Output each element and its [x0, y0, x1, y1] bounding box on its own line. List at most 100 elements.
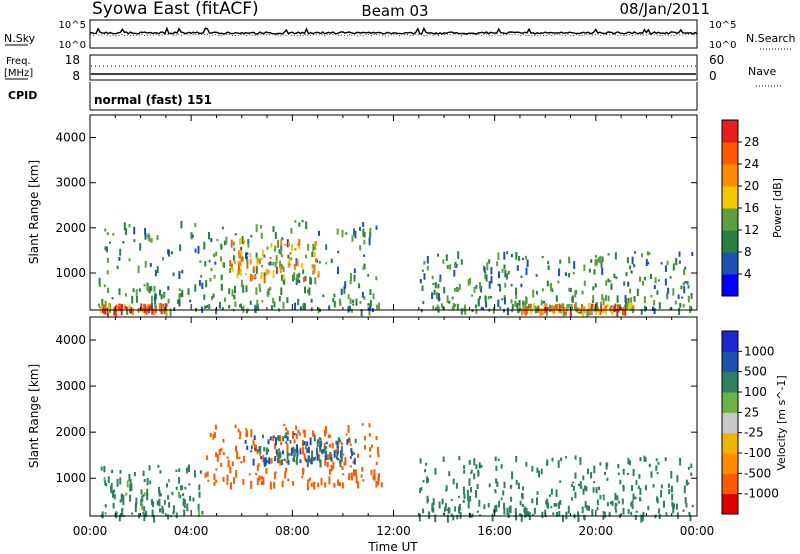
heatmap-cell	[515, 287, 518, 296]
heatmap-cell	[179, 494, 182, 499]
heatmap-cell	[158, 498, 161, 507]
heatmap-cell	[306, 448, 309, 453]
heatmap-cell	[360, 309, 363, 317]
heatmap-cell	[359, 300, 362, 304]
heatmap-cell	[310, 482, 313, 487]
heatmap-cell	[600, 305, 603, 313]
heatmap-cell	[128, 223, 131, 228]
heatmap-cell	[632, 468, 635, 477]
heatmap-cell	[545, 500, 548, 505]
heatmap-cell	[146, 285, 149, 292]
heatmap-cell	[272, 262, 275, 266]
heatmap-cell	[593, 269, 596, 275]
heatmap-cell	[198, 279, 201, 286]
heatmap-cell	[286, 430, 289, 435]
heatmap-cell	[432, 305, 435, 311]
heatmap-cell	[144, 510, 147, 517]
heatmap-cell	[103, 476, 106, 482]
power-colorbar: 28 24 20 16 12 8 4 Power [dB]	[721, 119, 784, 297]
heatmap-cell	[648, 252, 651, 255]
heatmap-cell	[605, 305, 607, 311]
colorbar-tick-label: -25	[744, 426, 764, 440]
heatmap-cell	[497, 283, 500, 287]
heatmap-cell	[647, 261, 650, 265]
heatmap-cell	[500, 464, 503, 469]
heatmap-cell	[369, 304, 372, 311]
heatmap-cell	[617, 305, 620, 308]
heatmap-cell	[548, 306, 551, 309]
noise-search-trace	[89, 33, 698, 37]
heatmap-cell	[119, 470, 122, 474]
heatmap-cell	[300, 306, 302, 310]
heatmap-cell	[143, 479, 146, 482]
heatmap-cell	[510, 484, 513, 488]
heatmap-cell	[423, 273, 426, 280]
heatmap-cell	[487, 296, 490, 300]
heatmap-cell	[363, 239, 366, 245]
heatmap-cell	[478, 462, 481, 469]
heatmap-cell	[463, 465, 466, 470]
heatmap-cell	[617, 464, 620, 469]
heatmap-cell	[128, 473, 131, 482]
heatmap-cell	[231, 289, 234, 297]
heatmap-cell	[506, 251, 509, 255]
heatmap-cell	[342, 453, 345, 456]
heatmap-cell	[238, 456, 241, 459]
heatmap-cell	[171, 251, 173, 255]
heatmap-cell	[301, 475, 304, 479]
heatmap-cell	[157, 464, 160, 468]
heatmap-cell	[135, 289, 138, 296]
heatmap-cell	[648, 463, 651, 468]
heatmap-cell	[627, 297, 630, 306]
heatmap-cell	[104, 306, 107, 310]
heatmap-cell	[294, 220, 297, 223]
heatmap-cell	[664, 265, 667, 272]
heatmap-cell	[316, 456, 319, 461]
heatmap-cell	[615, 509, 618, 513]
heatmap-cell	[506, 307, 509, 316]
heatmap-cell	[181, 269, 184, 274]
heatmap-cell	[354, 469, 357, 477]
heatmap-cell	[591, 509, 594, 517]
heatmap-cell	[445, 254, 448, 261]
heatmap-cell	[501, 298, 504, 301]
colorbar-block	[722, 274, 738, 297]
heatmap-cell	[420, 308, 423, 313]
heatmap-cell	[632, 493, 635, 500]
heatmap-cell	[452, 478, 455, 485]
heatmap-cell	[419, 458, 422, 464]
heatmap-cell	[336, 441, 339, 449]
heatmap-cell	[178, 288, 181, 292]
heatmap-cell	[358, 283, 361, 289]
heatmap-cell	[442, 259, 445, 264]
heatmap-cell	[285, 432, 288, 439]
heatmap-cell	[178, 271, 181, 279]
colorbar-block	[722, 412, 738, 434]
heatmap-cell	[468, 460, 471, 465]
heatmap-cell	[113, 494, 116, 500]
heatmap-cell	[307, 243, 310, 251]
heatmap-cell	[200, 274, 203, 278]
heatmap-cell	[519, 500, 522, 506]
heatmap-cell	[281, 237, 284, 241]
heatmap-cell	[304, 444, 307, 450]
heatmap-cell	[226, 474, 229, 482]
heatmap-cell	[158, 305, 161, 312]
heatmap-cell	[301, 220, 304, 223]
heatmap-cell	[599, 255, 602, 264]
heatmap-cell	[233, 260, 236, 265]
heatmap-cell	[574, 491, 577, 499]
heatmap-cell	[213, 432, 216, 438]
heatmap-cell	[438, 279, 441, 282]
heatmap-cell	[249, 259, 252, 265]
velocity-colorbar: 1000 500 100 25 -25 -100 -500 -1000 Velocity [m…	[721, 330, 788, 515]
heatmap-cell	[546, 459, 549, 466]
heatmap-cell	[178, 298, 181, 307]
heatmap-cell	[601, 267, 604, 276]
heatmap-cell	[291, 244, 294, 251]
heatmap-cell	[246, 252, 249, 256]
heatmap-cell	[111, 297, 114, 300]
heatmap-cell	[667, 287, 670, 294]
heatmap-cell	[469, 496, 472, 502]
